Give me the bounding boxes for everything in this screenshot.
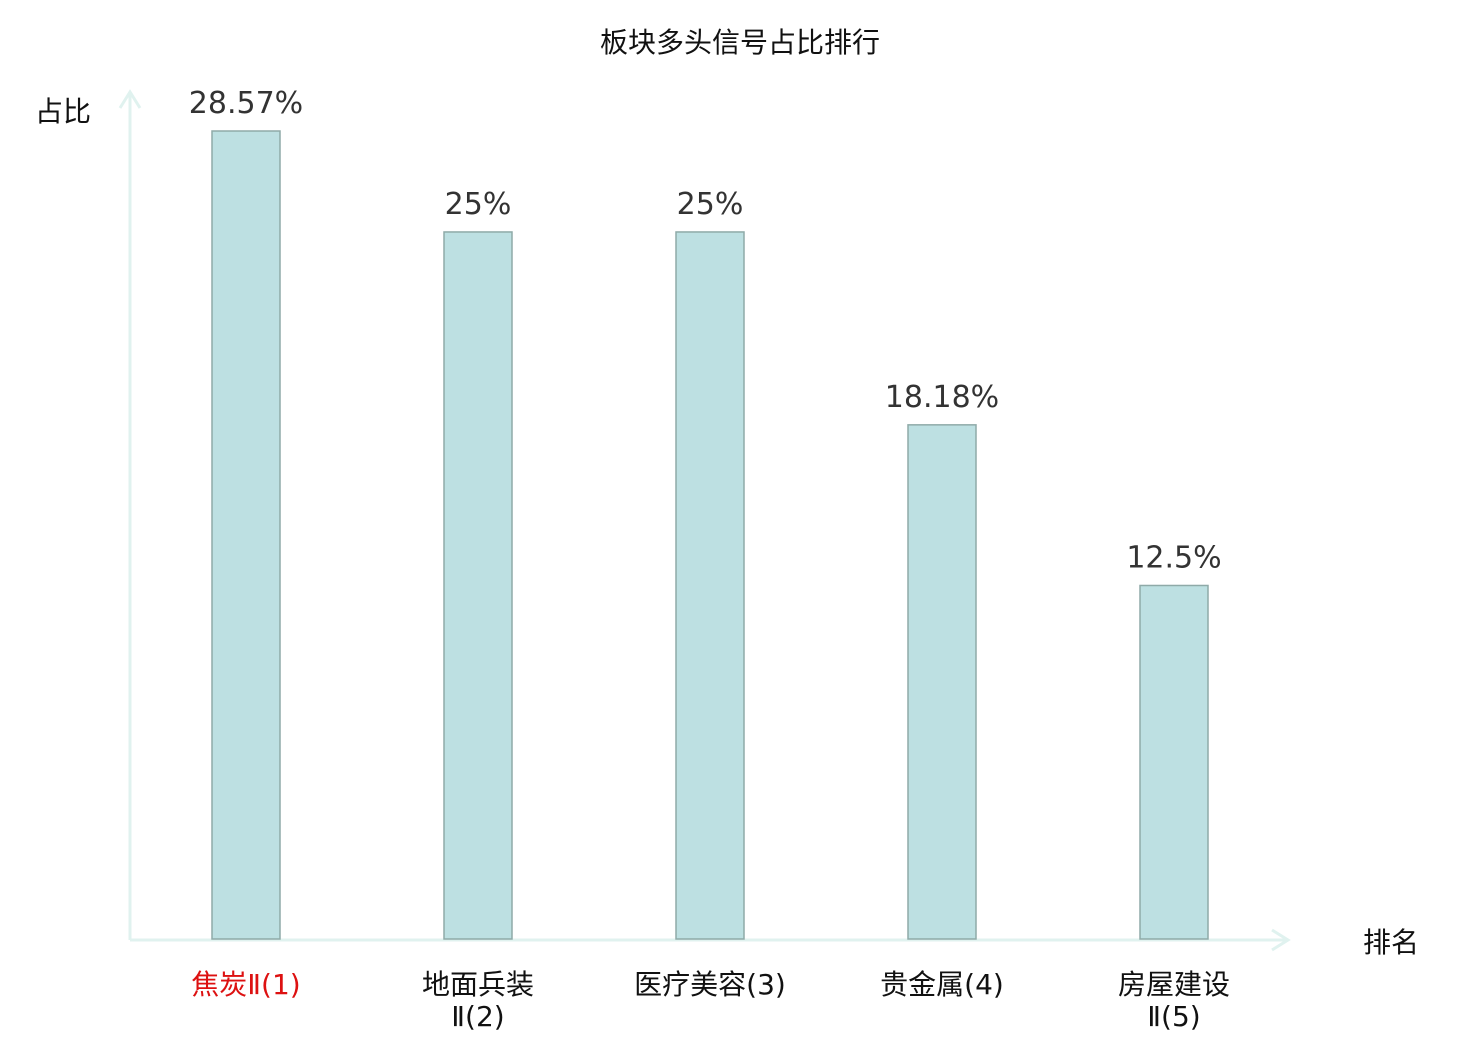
value-labels: 28.57% 25% 25% 18.18% 12.5% xyxy=(189,86,1222,575)
category-label-2-line2: Ⅱ(2) xyxy=(451,1000,504,1033)
bars xyxy=(211,130,1209,940)
x-axis-title: 排名 xyxy=(1363,926,1419,959)
value-label-2: 25% xyxy=(445,187,512,222)
category-label-3: 医疗美容(3) xyxy=(634,968,786,1001)
x-axis-arrow xyxy=(1271,928,1291,952)
category-label-5: 房屋建设 xyxy=(1118,968,1230,1001)
category-label-1: 焦炭Ⅱ(1) xyxy=(191,968,300,1001)
category-label-5-line2: Ⅱ(5) xyxy=(1147,1000,1200,1033)
axes xyxy=(118,89,1291,952)
bar-3 xyxy=(675,231,745,940)
chart-title: 板块多头信号占比排行 xyxy=(600,26,880,59)
bar-1 xyxy=(211,130,281,940)
value-label-4: 18.18% xyxy=(885,380,999,415)
value-label-1: 28.57% xyxy=(189,86,303,121)
category-label-2: 地面兵装 xyxy=(422,968,534,1001)
y-axis-arrow xyxy=(118,89,142,109)
bar-4 xyxy=(907,424,977,940)
category-label-4: 贵金属(4) xyxy=(880,968,1004,1001)
y-axis-title: 占比 xyxy=(35,95,91,128)
value-label-3: 25% xyxy=(677,187,744,222)
value-label-5: 12.5% xyxy=(1126,540,1221,575)
bar-5 xyxy=(1139,584,1209,940)
bar-2 xyxy=(443,231,513,940)
